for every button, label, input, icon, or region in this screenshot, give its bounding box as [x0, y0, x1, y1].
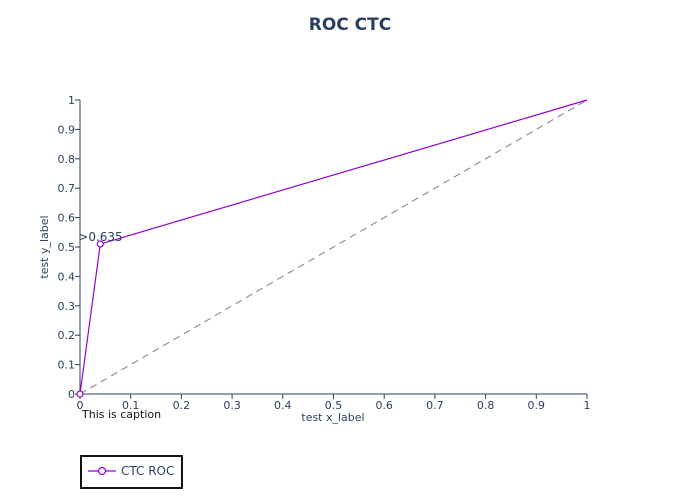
x-tick-label: 0.5	[325, 399, 343, 412]
axes-layer: 0 0.1 0.2 0.3 0.4 0.5 0.6 0.7 0.8 0.9 1 0 0.1 0.2 0.3 0…	[58, 94, 591, 412]
y-tick-label: 0.4	[58, 270, 76, 283]
y-tick-label: 0	[68, 388, 75, 401]
annotation-layer: >0.635	[78, 230, 122, 244]
x-tick-label: 0.2	[173, 399, 191, 412]
x-axis-label: test x_label	[301, 411, 364, 424]
roc-point-marker	[76, 390, 84, 398]
y-tick-label: 0.5	[58, 241, 76, 254]
series-layer	[76, 99, 588, 398]
legend-box	[80, 455, 183, 489]
chart-legend: CTC ROC	[80, 455, 183, 489]
y-axis-label: test y_label	[38, 215, 51, 278]
x-tick-label: 0.1	[122, 399, 140, 412]
legend-series-marker	[97, 466, 107, 476]
y-tick-label: 0.2	[58, 329, 76, 342]
y-tick-label: 0.9	[58, 123, 76, 136]
chart-title: ROC CTC	[309, 15, 392, 35]
y-tick-label: 0.7	[58, 182, 76, 195]
y-tick-label: 0.1	[58, 359, 76, 372]
x-tick-label: 0.7	[426, 399, 444, 412]
y-tick-label: 0.6	[58, 212, 76, 225]
y-tick-label: 0.3	[58, 300, 76, 313]
x-tick-label: 1	[584, 399, 591, 412]
legend-series-label: CTC ROC	[121, 464, 174, 478]
chart-caption: This is caption	[81, 408, 161, 421]
y-tick-label: 1	[68, 94, 75, 107]
reference-diagonal-line	[79, 99, 588, 395]
x-tick-label: 0.3	[223, 399, 241, 412]
roc-point-marker	[96, 240, 104, 248]
x-tick-label: 0.6	[375, 399, 393, 412]
threshold-annotation: >0.635	[78, 230, 122, 244]
x-tick-label: 0	[77, 399, 84, 412]
x-tick-label: 0.9	[528, 399, 546, 412]
x-tick-label: 0.4	[274, 399, 292, 412]
y-tick-label: 0.8	[58, 153, 76, 166]
reference-layer	[79, 99, 588, 395]
x-tick-label: 0.8	[477, 399, 495, 412]
